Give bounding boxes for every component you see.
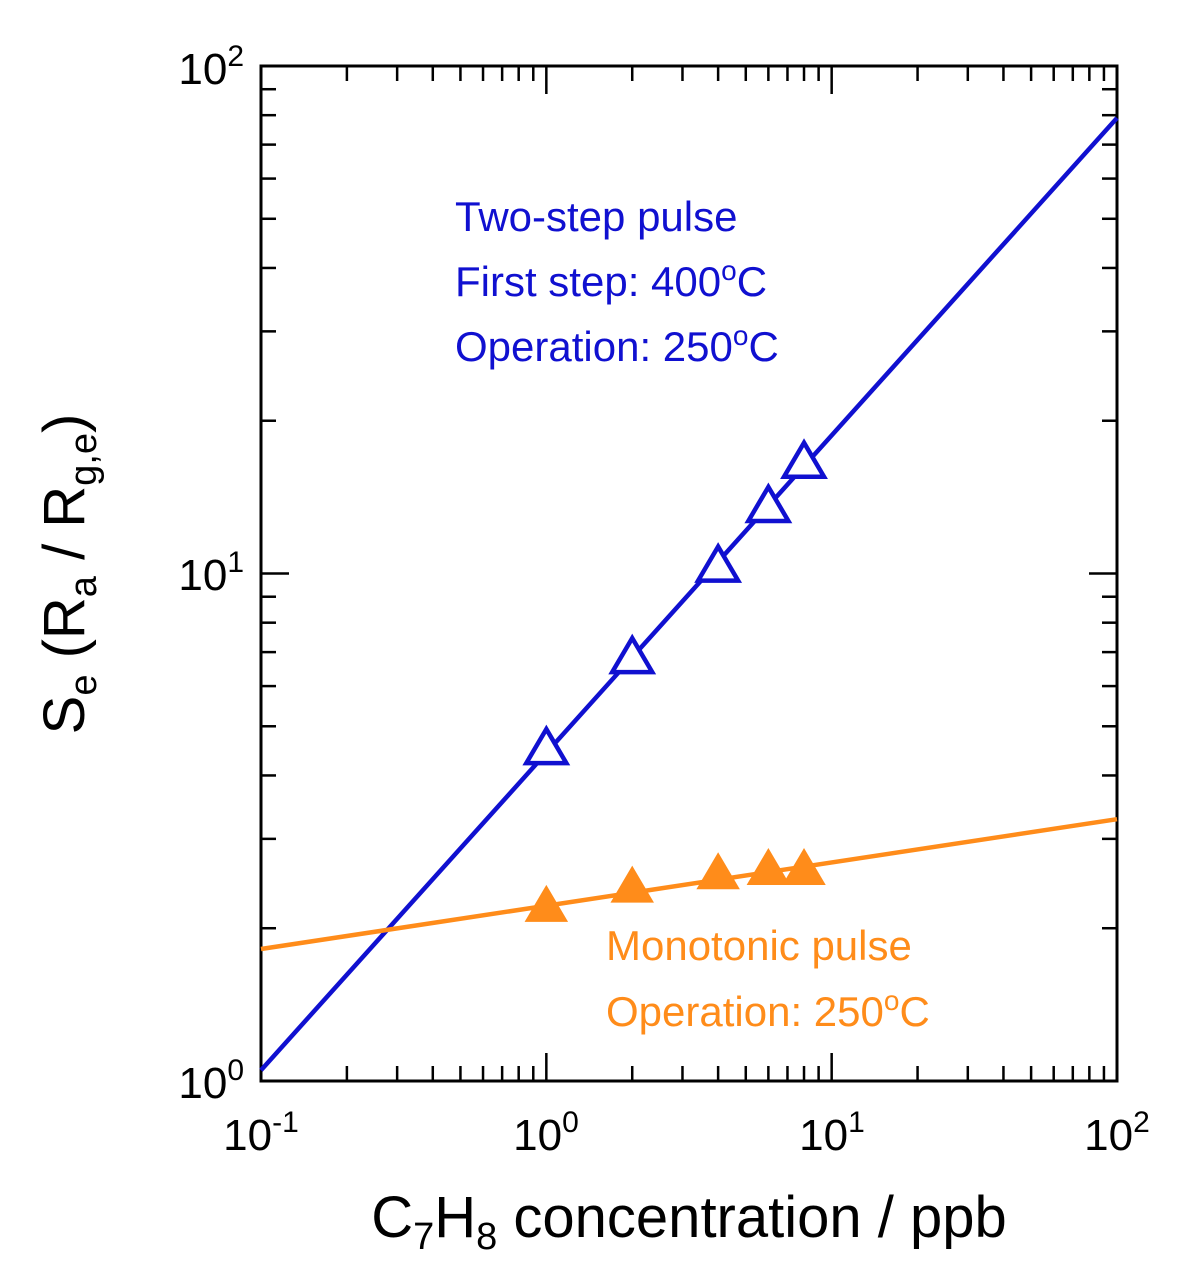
two-step-annotation: Two-step pulse First step: 400oC Operati… — [455, 193, 779, 370]
legend-monotonic-title: Monotonic pulse — [606, 922, 912, 969]
x-axis-title: C7H8 concentration / ppb — [371, 1185, 1007, 1258]
legend-two-step-first-step: First step: 400oC — [455, 255, 767, 305]
y-tick-label: 102 — [178, 40, 244, 94]
two-step-fit-line — [259, 116, 1119, 1072]
monotonic-data-point — [782, 848, 826, 886]
two-step-data-point — [744, 482, 793, 524]
y-axis-title: Se (Ra / Rg,e) — [32, 414, 105, 735]
x-tick-label: 101 — [799, 1106, 865, 1160]
two-step-data-point — [694, 542, 743, 583]
monotonic-data-point — [696, 852, 740, 890]
monotonic-annotation: Monotonic pulse Operation: 250oC — [606, 922, 930, 1035]
two-step-data-point — [780, 438, 828, 479]
axis-ticks — [259, 64, 1119, 1083]
y-tick-label: 100 — [178, 1054, 244, 1108]
two-step-data-point — [522, 724, 571, 766]
x-tick-label: 100 — [513, 1106, 579, 1160]
x-tick-label: 102 — [1084, 1106, 1150, 1160]
monotonic-data-point — [746, 848, 791, 886]
two-step-data-point — [608, 633, 657, 675]
monotonic-data-point — [524, 884, 569, 922]
data-markers — [522, 438, 828, 922]
y-tick-label: 101 — [178, 546, 244, 600]
monotonic-fit-line — [260, 816, 1118, 952]
legend-monotonic-operation: Operation: 250oC — [606, 985, 930, 1035]
monotonic-data-point — [610, 865, 654, 903]
x-tick-label: 10-1 — [223, 1106, 299, 1160]
legend-two-step-title: Two-step pulse — [455, 193, 737, 240]
legend-two-step-operation: Operation: 250oC — [455, 320, 779, 370]
